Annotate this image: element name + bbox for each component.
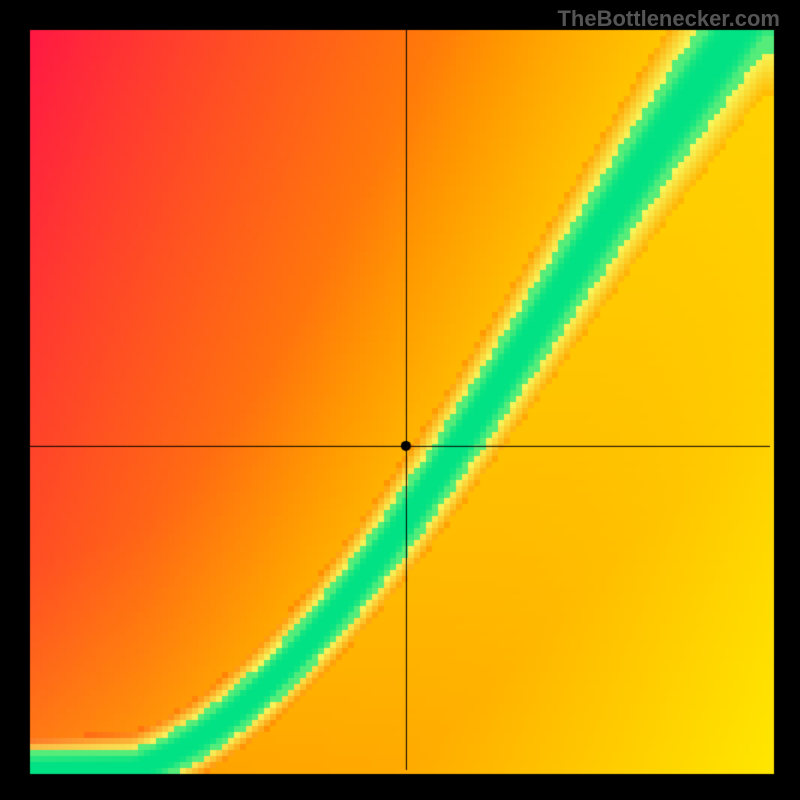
chart-container: TheBottlenecker.com — [0, 0, 800, 800]
heatmap-canvas — [0, 0, 800, 800]
watermark-text: TheBottlenecker.com — [557, 6, 780, 32]
